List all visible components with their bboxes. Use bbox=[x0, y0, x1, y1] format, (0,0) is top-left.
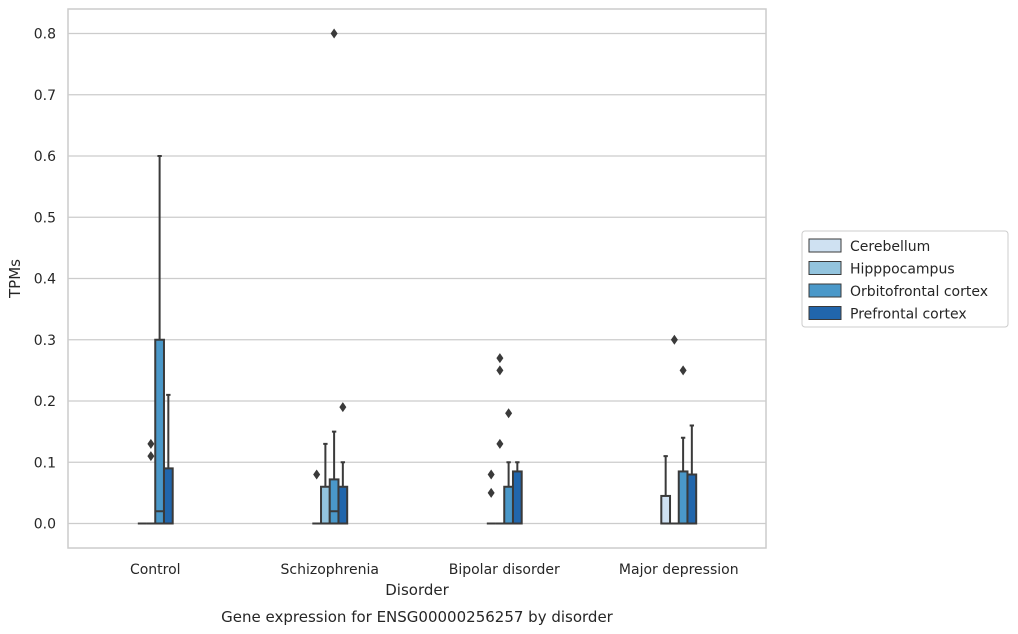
y-tick-label: 0.4 bbox=[34, 272, 56, 288]
plot-frame bbox=[67, 8, 767, 549]
outlier-point bbox=[487, 469, 495, 480]
y-tick-label: 0.3 bbox=[34, 333, 56, 349]
box-group bbox=[320, 442, 331, 525]
legend-swatch bbox=[808, 283, 842, 298]
legend-item: Cerebellum bbox=[808, 238, 930, 255]
outlier-point bbox=[147, 438, 155, 449]
legend-label: Cerebellum bbox=[850, 239, 930, 255]
outlier-point bbox=[496, 353, 504, 364]
box bbox=[328, 478, 340, 525]
x-tick-label: Major depression bbox=[619, 562, 739, 578]
legend-swatch bbox=[808, 261, 842, 275]
y-axis-label: TPMs bbox=[6, 259, 24, 299]
box-group bbox=[503, 408, 514, 525]
box bbox=[162, 467, 174, 525]
box bbox=[337, 485, 349, 525]
outlier-point bbox=[330, 28, 338, 39]
outlier-point bbox=[679, 365, 687, 376]
legend-label: Hipppocampus bbox=[850, 262, 955, 278]
outlier-point bbox=[670, 334, 678, 345]
x-tick-label: Bipolar disorder bbox=[449, 562, 560, 578]
y-tick-label: 0.1 bbox=[34, 455, 56, 471]
outlier-point bbox=[339, 402, 347, 413]
chart-caption: Gene expression for ENSG00000256257 by d… bbox=[221, 608, 614, 626]
legend: Cerebellum Hipppocampus Orbitofrontal cort… bbox=[801, 230, 1009, 328]
outlier-point bbox=[313, 469, 321, 480]
box-group bbox=[328, 28, 340, 525]
outlier-point bbox=[147, 451, 155, 462]
grid-layer bbox=[68, 32, 766, 525]
y-tick-label: 0.7 bbox=[34, 88, 56, 104]
legend-item: Orbitofrontal cortex bbox=[808, 283, 988, 300]
outlier-point bbox=[487, 487, 495, 498]
box-group bbox=[146, 438, 156, 525]
x-tick-label: Control bbox=[130, 562, 181, 578]
legend-label: Orbitofrontal cortex bbox=[850, 284, 988, 300]
box-group bbox=[337, 402, 349, 525]
box-group bbox=[660, 455, 672, 525]
x-tick-label: Schizophrenia bbox=[281, 562, 379, 578]
y-tick-label: 0.0 bbox=[34, 517, 56, 533]
legend-item: Hipppocampus bbox=[808, 261, 955, 278]
y-tick-label: 0.6 bbox=[34, 149, 56, 165]
box bbox=[511, 470, 523, 525]
legend-item: Prefrontal cortex bbox=[808, 306, 967, 323]
box-group bbox=[154, 155, 165, 525]
box-group bbox=[511, 461, 523, 525]
legend-label: Prefrontal cortex bbox=[850, 307, 967, 323]
legend-frame bbox=[801, 230, 1009, 328]
legend-swatch bbox=[808, 306, 842, 320]
y-tick-labels: 0.0 0.1 0.2 0.3 0.4 0.5 0.6 0.7 0.8 bbox=[34, 27, 56, 533]
box-group bbox=[677, 365, 689, 525]
box bbox=[503, 485, 514, 525]
box-group bbox=[670, 334, 679, 525]
boxes-layer bbox=[137, 28, 698, 525]
box bbox=[154, 338, 165, 525]
box-group bbox=[486, 469, 496, 525]
y-tick-label: 0.5 bbox=[34, 210, 56, 226]
x-axis-label: Disorder bbox=[385, 581, 449, 599]
outlier-point bbox=[505, 408, 513, 419]
y-tick-label: 0.8 bbox=[34, 27, 56, 43]
box bbox=[660, 494, 672, 525]
outlier-point bbox=[496, 438, 504, 449]
legend-swatch bbox=[808, 238, 842, 253]
box-group bbox=[495, 353, 505, 525]
box-group bbox=[686, 424, 698, 525]
outlier-point bbox=[496, 365, 504, 376]
box bbox=[320, 485, 331, 525]
y-tick-label: 0.2 bbox=[34, 394, 56, 410]
box-group bbox=[162, 393, 174, 525]
x-tick-labels: Control Schizophrenia Bipolar disorder Majo… bbox=[130, 562, 739, 578]
box bbox=[677, 470, 689, 525]
box-group bbox=[312, 469, 322, 525]
box bbox=[686, 473, 698, 525]
